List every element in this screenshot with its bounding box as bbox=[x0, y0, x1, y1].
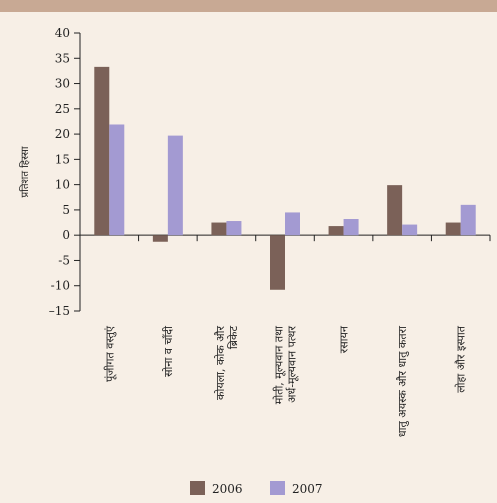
bar-2007-0 bbox=[109, 124, 125, 236]
bar-2007-1 bbox=[167, 135, 183, 236]
category-label: रसायन bbox=[338, 325, 351, 353]
bar-2006-5 bbox=[387, 185, 403, 236]
y-axis: 40 35 30 25 20 15 10 5 0 -5 -10 –15 bbox=[49, 26, 81, 318]
category-label: पूंजीगत वस्तुएं bbox=[103, 325, 117, 382]
y-tick-label: 40 bbox=[55, 26, 70, 40]
bar-2007-2 bbox=[226, 221, 242, 236]
legend-label-2007: 2007 bbox=[292, 482, 323, 496]
y-tick-label: -10 bbox=[51, 279, 70, 293]
bar-2007-6 bbox=[460, 204, 476, 236]
y-tick-label: 35 bbox=[55, 51, 70, 65]
category-labels: पूंजीगत वस्तुएं सोना व चाँदी कोयला, कोक और… bbox=[103, 325, 467, 437]
category-label: अर्ध-मूल्यवान पत्थर bbox=[286, 326, 300, 403]
y-tick-label: 5 bbox=[62, 203, 70, 217]
bars bbox=[94, 66, 476, 290]
legend: 2006 2007 bbox=[190, 481, 323, 496]
y-tick-label: 25 bbox=[55, 102, 70, 116]
y-axis-label-group: प्रतिशत हिस्सा bbox=[19, 146, 31, 197]
y-tick-label: -5 bbox=[58, 253, 70, 267]
bar-2006-2 bbox=[211, 222, 227, 236]
y-tick-label: 0 bbox=[62, 228, 70, 242]
y-tick-label: –15 bbox=[49, 304, 70, 318]
legend-swatch-2006 bbox=[190, 481, 205, 495]
bar-2006-6 bbox=[445, 222, 461, 236]
bar-2007-4 bbox=[343, 219, 359, 236]
bar-2007-5 bbox=[402, 224, 418, 236]
y-tick-label: 20 bbox=[55, 127, 70, 141]
bar-2007-3 bbox=[285, 212, 300, 236]
legend-label-2006: 2006 bbox=[212, 482, 243, 496]
category-label: मोती, मूल्यवान तथा bbox=[273, 326, 287, 404]
category-label: कोयला, कोक और bbox=[214, 326, 227, 400]
y-tick-label: 30 bbox=[55, 77, 70, 91]
category-label: सोना व चाँदी bbox=[162, 326, 175, 377]
y-axis-label: प्रतिशत हिस्सा bbox=[19, 146, 31, 197]
top-band bbox=[0, 0, 497, 12]
bar-2006-3 bbox=[270, 235, 285, 290]
bar-2006-1 bbox=[152, 235, 168, 242]
y-tick-label: 15 bbox=[55, 152, 70, 166]
category-label: लोहा और इस्पात bbox=[455, 325, 468, 393]
bar-2006-4 bbox=[328, 226, 344, 236]
category-label: धातु अयस्क और धातु कतरा bbox=[396, 326, 409, 437]
category-label: ब्रिकेट bbox=[227, 326, 240, 350]
bar-2006-0 bbox=[94, 66, 110, 236]
legend-swatch-2007 bbox=[270, 481, 285, 495]
y-tick-label: 10 bbox=[55, 178, 70, 192]
